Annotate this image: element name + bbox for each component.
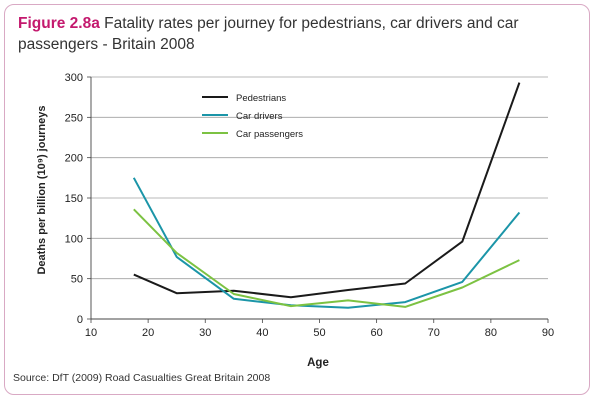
x-tick-label: 30 — [199, 327, 211, 339]
legend-label-car-passengers: Car passengers — [236, 129, 303, 140]
legend-label-pedestrians: Pedestrians — [236, 93, 286, 104]
figure-title-text: Fatality rates per journey for pedestria… — [18, 15, 519, 53]
series-line-car-drivers — [132, 177, 521, 309]
x-axis-label: Age — [307, 357, 329, 369]
x-tick-label: 50 — [313, 327, 325, 339]
legend-label-car-drivers: Car drivers — [236, 111, 283, 122]
y-tick-label: 100 — [65, 233, 83, 245]
x-tick-label: 80 — [485, 327, 497, 339]
x-tick-label: 10 — [85, 327, 97, 339]
figure-label: Figure 2.8a — [18, 15, 100, 32]
series-lines — [132, 82, 521, 309]
y-tick-label: 250 — [65, 112, 83, 124]
figure-title: Figure 2.8a Fatality rates per journey f… — [18, 13, 578, 55]
x-tick-label: 40 — [256, 327, 268, 339]
y-tick-label: 0 — [77, 314, 83, 326]
y-tick-label: 50 — [71, 274, 83, 286]
y-tick-label: 150 — [65, 193, 83, 205]
y-axis-label: Deaths per billion (10⁹) journeys — [36, 105, 48, 274]
x-tick-label: 70 — [428, 327, 440, 339]
x-tick-label: 20 — [142, 327, 154, 339]
y-tick-label: 200 — [65, 153, 83, 165]
axes: 0 50 100 150 200 250 300 10 20 30 40 50 60 70 80 90 — [65, 72, 554, 339]
gridlines — [91, 76, 548, 280]
legend: Pedestrians Car drivers Car passengers — [202, 93, 303, 140]
figure-frame — [4, 4, 590, 395]
series-line-car-passengers — [133, 208, 520, 308]
series-line-pedestrians — [133, 82, 521, 299]
y-tick-label: 300 — [65, 72, 83, 84]
source-note: Source: DfT (2009) Road Casualties Great… — [13, 372, 271, 384]
x-tick-label: 60 — [371, 327, 383, 339]
x-tick-label: 90 — [542, 327, 554, 339]
